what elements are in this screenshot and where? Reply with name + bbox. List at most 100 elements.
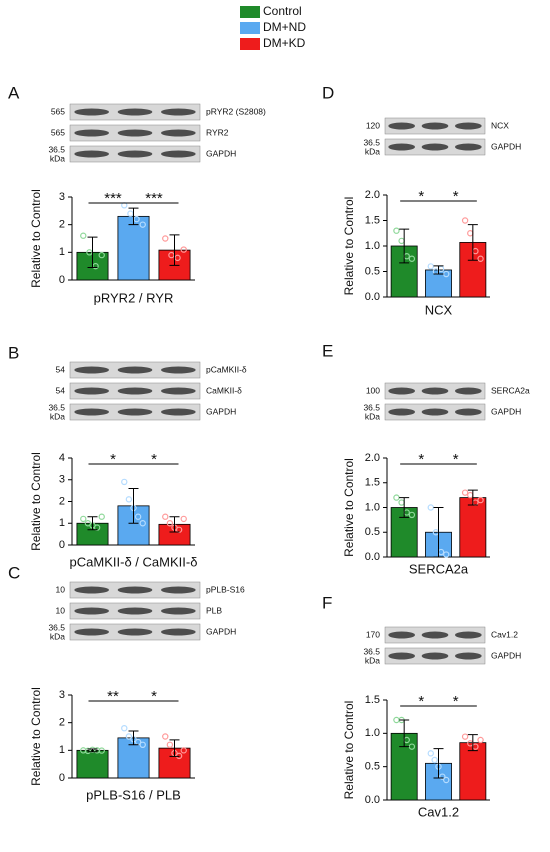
y-tick-label: 0.0 <box>365 794 380 806</box>
blot-unit: kDa <box>50 411 65 421</box>
data-point <box>461 217 469 224</box>
data-point <box>398 499 405 506</box>
blot-band <box>421 122 449 130</box>
blot-band <box>421 387 449 395</box>
x-axis-label: NCX <box>425 302 453 317</box>
y-axis-label: Relative to Control <box>342 197 356 296</box>
blot-band <box>161 607 196 615</box>
data-point <box>477 736 484 744</box>
legend-label: DM+KD <box>263 36 306 50</box>
blot-label: Cav1.2 <box>491 629 518 639</box>
y-tick-label: 3 <box>59 191 65 203</box>
bar <box>76 749 109 779</box>
significance-label: * <box>418 693 424 710</box>
data-point <box>408 511 416 519</box>
blot-band <box>421 631 449 639</box>
blot-band <box>455 143 482 151</box>
data-point <box>175 752 183 760</box>
blot-mw: 565 <box>51 127 65 137</box>
blot-band <box>74 129 109 137</box>
blot-label: RYR2 <box>206 127 229 137</box>
error-bar <box>467 224 478 261</box>
x-axis-label: pCaMKII-δ / CaMKII-δ <box>70 554 198 569</box>
significance-label: * <box>418 451 424 468</box>
y-tick-label: 0 <box>59 274 65 286</box>
y-tick-label: 2 <box>59 717 65 729</box>
blot-label: GAPDH <box>491 650 521 660</box>
y-tick-label: 0.0 <box>365 291 380 303</box>
significance-label: *** <box>104 190 122 207</box>
blot-mw: 170 <box>366 629 380 639</box>
error-bar <box>128 730 139 746</box>
y-tick-label: 2 <box>59 495 65 507</box>
data-point <box>121 725 128 732</box>
y-tick-label: 2.0 <box>365 189 380 201</box>
data-point <box>408 255 416 262</box>
significance-label: ** <box>107 688 119 705</box>
blot-band <box>117 129 153 137</box>
error-bar <box>128 207 139 226</box>
blot-mw: 565 <box>51 106 65 116</box>
data-point <box>431 756 438 764</box>
significance-label: * <box>418 188 424 205</box>
blot-label: pRYR2 (S2808) <box>206 106 266 116</box>
blot-band <box>117 387 153 395</box>
blot-label: GAPDH <box>206 406 236 416</box>
x-axis-label: pRYR2 / RYR <box>94 290 174 305</box>
blot-band <box>117 366 153 374</box>
data-point <box>443 776 450 784</box>
y-tick-label: 3 <box>59 689 65 701</box>
blot-band <box>421 652 449 660</box>
blot-band <box>455 631 482 639</box>
error-bar <box>169 739 180 757</box>
blot-band <box>455 122 482 130</box>
blot-band <box>117 628 153 636</box>
blot-mw: 10 <box>56 605 66 615</box>
panel-letter: B <box>8 343 19 362</box>
data-point <box>461 733 469 740</box>
blot-label: SERCA2a <box>491 385 530 395</box>
significance-label: * <box>453 188 459 205</box>
data-point <box>162 733 169 740</box>
significance-label: * <box>453 451 459 468</box>
blot-band <box>388 408 415 416</box>
y-tick-label: 1.0 <box>365 240 380 252</box>
blot-band <box>161 387 196 395</box>
data-point <box>408 743 416 750</box>
data-point <box>393 716 400 724</box>
blot-band <box>74 408 109 416</box>
data-point <box>443 551 450 558</box>
blot-band <box>117 586 153 594</box>
blot-band <box>388 143 415 151</box>
blot-band <box>74 607 109 615</box>
blot-unit: kDa <box>365 655 380 665</box>
data-point <box>427 750 434 757</box>
blot-label: GAPDH <box>491 406 521 416</box>
panel-letter: D <box>322 83 334 102</box>
data-point <box>166 741 174 749</box>
blot-mw: 36.5 <box>48 622 65 632</box>
blot-mw: 10 <box>56 584 66 594</box>
data-point <box>166 520 174 527</box>
data-point <box>127 210 134 217</box>
blot-mw: 36.5 <box>363 646 380 656</box>
blot-band <box>117 150 153 158</box>
y-tick-label: 4 <box>59 452 65 464</box>
blot-band <box>455 387 482 395</box>
data-point <box>427 263 434 270</box>
blot-band <box>421 143 449 151</box>
blot-mw: 36.5 <box>48 144 65 154</box>
panel-letter: C <box>8 563 20 582</box>
data-point <box>134 513 142 520</box>
data-point <box>80 515 87 523</box>
y-tick-label: 0 <box>59 772 65 784</box>
error-bar <box>399 719 410 748</box>
data-point <box>139 741 146 749</box>
y-tick-label: 0.5 <box>365 526 380 538</box>
y-axis-label: Relative to Control <box>29 452 43 551</box>
y-tick-label: 0 <box>59 539 65 551</box>
blot-mw: 54 <box>56 385 66 395</box>
error-bar <box>169 234 180 266</box>
data-point <box>398 237 405 245</box>
